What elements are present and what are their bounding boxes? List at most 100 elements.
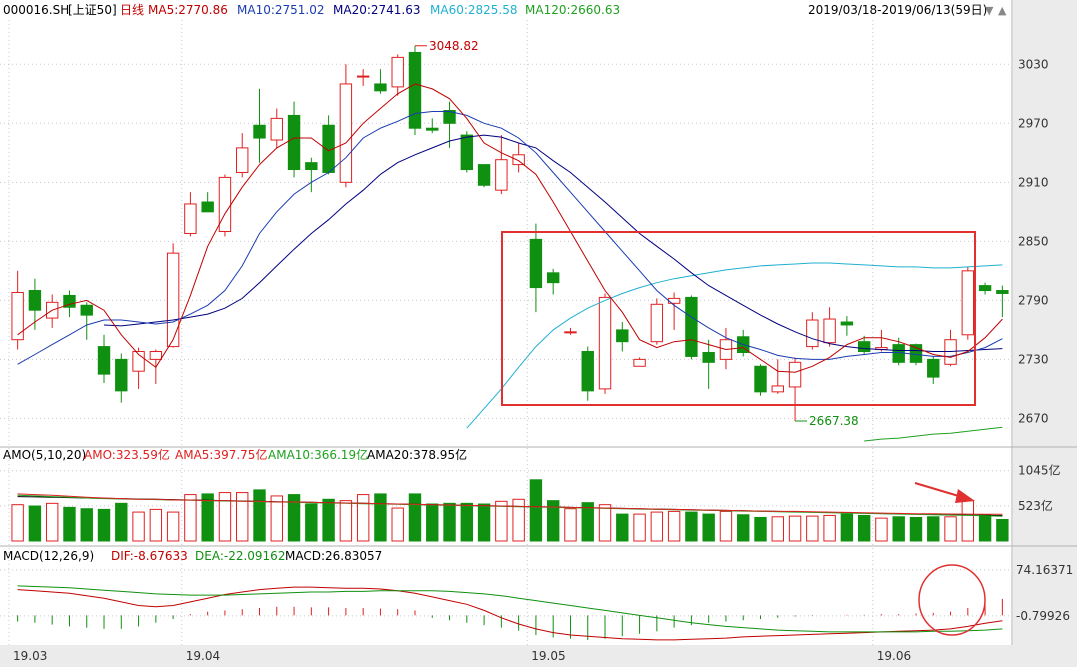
- volume-bar: [132, 511, 145, 542]
- ama10-value: AMA10:366.19亿: [268, 447, 368, 462]
- volume-bar: [356, 494, 370, 542]
- volume-bar: [374, 493, 387, 542]
- candle-body: [616, 329, 629, 343]
- candle-body: [11, 291, 24, 341]
- volume-bar: [201, 493, 214, 542]
- macd-tick-label: 74.16371: [1016, 563, 1073, 577]
- volume-bar: [944, 516, 957, 542]
- volume-bar: [598, 504, 612, 542]
- volume-bar: [218, 492, 232, 542]
- ma5-legend: MA5:2770.86: [148, 3, 228, 17]
- volume-bar: [875, 517, 888, 542]
- low-price-label: 2667.38: [809, 414, 859, 428]
- annotation-arrow: [914, 482, 963, 498]
- candle-body: [512, 154, 525, 166]
- date-tick-label: 19.06: [877, 649, 911, 663]
- date-tick-label: 19.05: [531, 649, 565, 663]
- volume-bar: [512, 498, 525, 542]
- candle-body: [149, 351, 163, 360]
- macd-title: MACD(12,26,9): [3, 549, 94, 563]
- price-tick-label: 2730: [1018, 352, 1049, 366]
- ma60-line: [466, 262, 1003, 429]
- candle-body: [546, 272, 560, 284]
- ma20-line: [103, 134, 1003, 352]
- candle-body: [374, 83, 387, 92]
- volume-bar: [443, 502, 456, 542]
- volume-bar: [426, 503, 439, 542]
- candle-body: [788, 361, 802, 388]
- volume-bar: [339, 500, 353, 542]
- ma120-line: [864, 426, 1003, 442]
- macd-panel: [17, 585, 1003, 641]
- volume-bar: [184, 494, 197, 542]
- volume-bar: [546, 500, 560, 542]
- volume-bar: [771, 516, 784, 542]
- candle-body: [63, 294, 76, 308]
- volume-bar: [529, 479, 543, 542]
- moving-average-lines: [17, 45, 1003, 442]
- volume-bar: [564, 508, 577, 542]
- dea-value: DEA:-22.09162: [195, 549, 285, 563]
- candle-body: [495, 159, 508, 191]
- volume-bar: [702, 513, 715, 542]
- volume-bar: [806, 515, 819, 542]
- annotation-arrow-head: [955, 489, 975, 503]
- volume-bar: [11, 504, 24, 542]
- volume-bar: [408, 493, 422, 542]
- period-label: 日线: [120, 3, 144, 17]
- volume-bar: [892, 516, 905, 542]
- volume-bar: [961, 500, 975, 542]
- candle-body: [944, 339, 957, 365]
- macd-tick-label: -0.79926: [1016, 609, 1070, 623]
- volume-bar: [236, 492, 249, 542]
- candle-body: [771, 385, 784, 393]
- volume-bar: [322, 498, 335, 542]
- ma10-line: [17, 111, 1003, 365]
- volume-bar: [97, 508, 111, 542]
- volume-bar: [840, 513, 854, 542]
- volume-bar: [460, 502, 474, 542]
- candle-body: [201, 201, 214, 213]
- candle-body: [426, 127, 439, 131]
- volume-bar: [581, 502, 594, 542]
- volume-tick-label: 1045亿: [1018, 463, 1061, 478]
- candle-body: [305, 162, 318, 171]
- volume-bar: [633, 513, 646, 542]
- volume-bar: [927, 516, 940, 542]
- candle-body: [927, 358, 940, 378]
- ama5-value: AMA5:397.75亿: [175, 447, 267, 462]
- amo-title: AMO(5,10,20): [3, 448, 86, 462]
- volume-bar: [685, 511, 698, 542]
- candle-body: [460, 134, 474, 171]
- candle-body: [28, 290, 42, 311]
- volume-bar: [80, 508, 93, 542]
- grid-lines: [0, 0, 1077, 645]
- candle-body: [115, 358, 128, 392]
- candle-body: [840, 321, 854, 326]
- candle-body: [166, 252, 180, 348]
- volume-bar: [477, 503, 491, 542]
- symbol-label: 000016.SH: [3, 3, 69, 17]
- date-range-label[interactable]: 2019/03/18-2019/06/13(59日): [808, 3, 987, 17]
- volume-bar: [495, 500, 508, 542]
- candle-body: [702, 351, 715, 363]
- candle-body: [806, 319, 819, 348]
- volume-bar: [788, 515, 802, 542]
- volume-bar: [823, 514, 836, 542]
- volume-bar: [857, 514, 871, 542]
- candle-body: [132, 351, 145, 372]
- dropdown-arrow-icon[interactable]: ▼: [985, 4, 994, 17]
- candle-body: [650, 303, 664, 343]
- price-tick-label: 3030: [1018, 57, 1049, 71]
- volume-bar: [270, 495, 283, 542]
- ma20-legend: MA20:2741.63: [333, 3, 421, 17]
- ma60-legend: MA60:2825.58: [430, 3, 518, 17]
- candle-body: [978, 285, 992, 292]
- up-arrow-icon[interactable]: ▲: [998, 4, 1007, 17]
- annotation-circle: [918, 564, 986, 636]
- candle-body: [184, 203, 197, 234]
- volume-bar: [719, 510, 733, 542]
- candle-body: [633, 358, 646, 367]
- volume-bar: [667, 510, 681, 542]
